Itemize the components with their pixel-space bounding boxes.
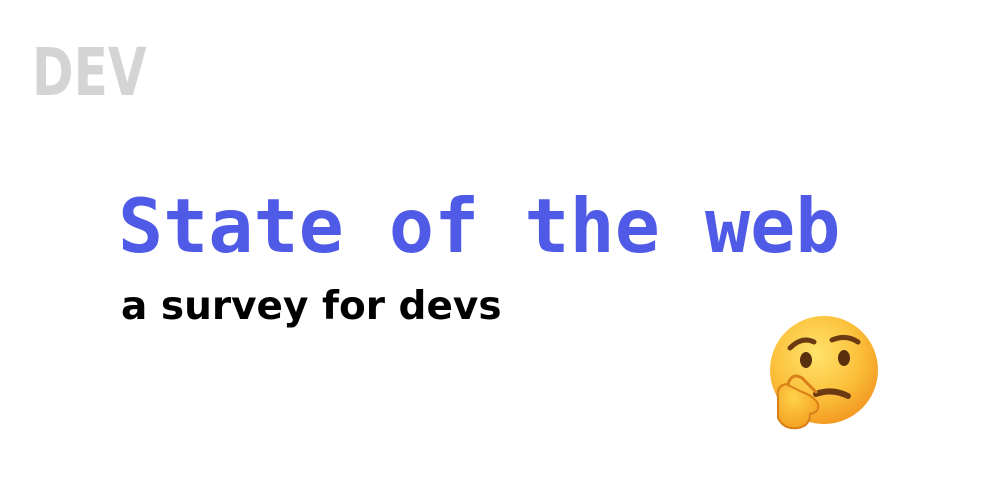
dev-logo: DEV xyxy=(32,34,147,111)
thinking-face-icon xyxy=(762,312,886,436)
page-title: State of the web xyxy=(118,182,841,270)
page-subtitle: a survey for devs xyxy=(121,284,502,329)
